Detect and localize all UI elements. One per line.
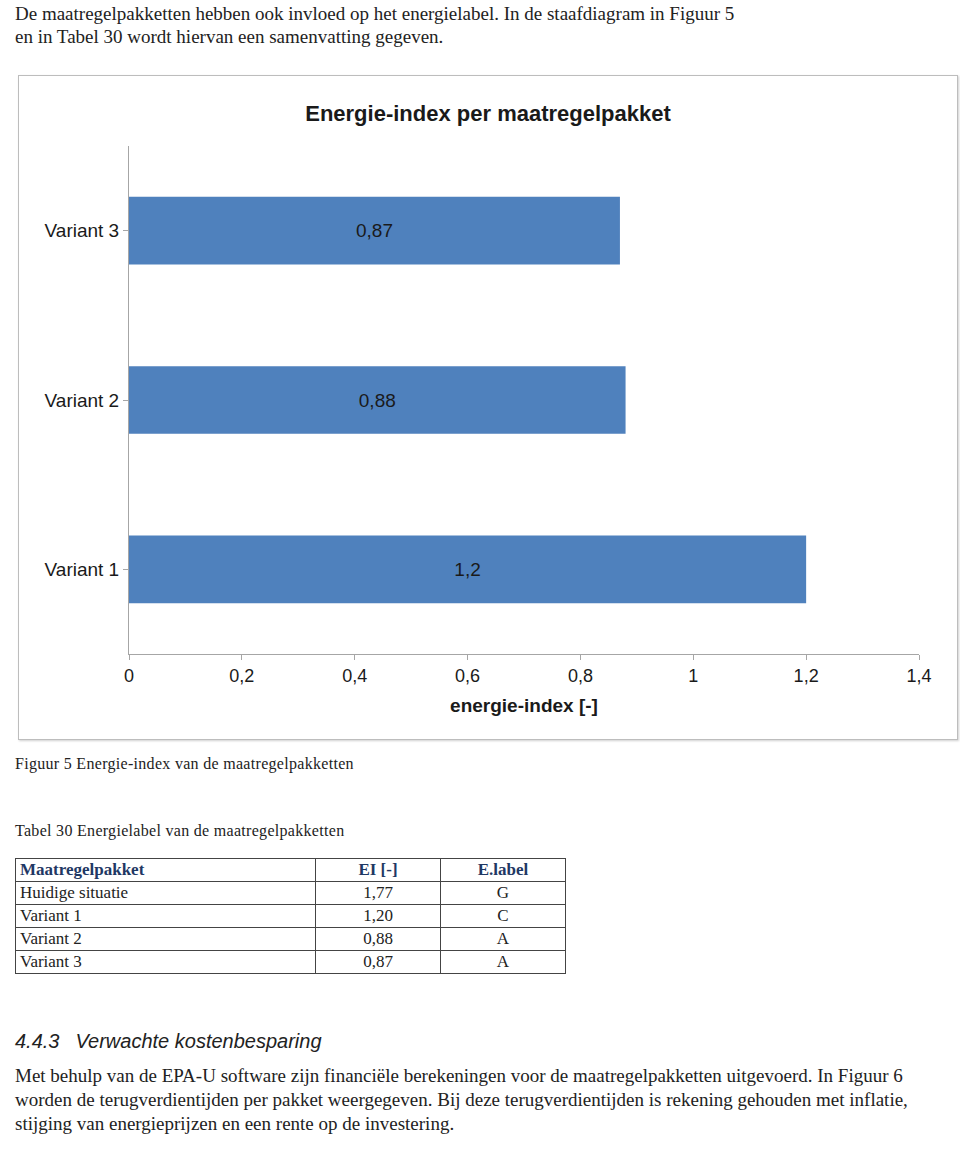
html-text:1,77: 1,77 [363, 883, 393, 902]
svg-text:Variant 3: Variant 3 [45, 220, 120, 241]
html-text:Verwachte kostenbesparing: Verwachte kostenbesparing [75, 1030, 322, 1052]
svg-text:1,2: 1,2 [454, 559, 480, 580]
svg-text:Variant 2: Variant 2 [45, 390, 120, 411]
html-text:Variant 3: Variant 3 [20, 952, 82, 971]
svg-text:1,4: 1,4 [906, 666, 931, 686]
html-text:Met behulp van de EPA-U softwa: Met behulp van de EPA-U software zijn fi… [15, 1065, 908, 1134]
svg-text:0,88: 0,88 [359, 390, 396, 411]
html-text:A: A [496, 952, 510, 971]
svg-text:1: 1 [688, 666, 698, 686]
svg-text:0,6: 0,6 [455, 666, 480, 686]
html-text:Maatregelpakket: Maatregelpakket [20, 860, 145, 879]
html-text:C: C [497, 906, 509, 925]
svg-text:0: 0 [124, 666, 134, 686]
svg-text:0,8: 0,8 [568, 666, 593, 686]
svg-text:energie-index [-]: energie-index [-] [450, 695, 598, 716]
html-text:EI [-]: EI [-] [358, 860, 398, 879]
html-text:0,88: 0,88 [363, 929, 393, 948]
svg-text:Energie-index per maatregelpak: Energie-index per maatregelpakket [305, 101, 671, 126]
svg-text:Variant 1: Variant 1 [45, 559, 120, 580]
html-text:Huidige situatie: Huidige situatie [20, 883, 129, 902]
svg-text:0,87: 0,87 [356, 220, 393, 241]
html-text:Variant 1: Variant 1 [20, 906, 82, 925]
html-text:4.4.3: 4.4.3 [15, 1030, 60, 1052]
html-text:G: G [496, 883, 510, 902]
svg-text:0,2: 0,2 [229, 666, 254, 686]
html-text:1,20: 1,20 [363, 906, 393, 925]
html-text:Variant 2: Variant 2 [20, 929, 82, 948]
html-text:E.label: E.label [477, 860, 529, 879]
html-text:De maatregelpakketten hebben o: De maatregelpakketten hebben ook invloed… [15, 3, 735, 47]
html-text:0,87: 0,87 [363, 952, 393, 971]
svg-text:1,2: 1,2 [794, 666, 819, 686]
html-text:A: A [496, 929, 510, 948]
html-text:Figuur 5 Energie-index van de: Figuur 5 Energie-index van de maatregelp… [15, 755, 354, 772]
html-text:Tabel 30 Energielabel van de m: Tabel 30 Energielabel van de maatregelpa… [15, 822, 345, 839]
svg-text:0,4: 0,4 [342, 666, 367, 686]
